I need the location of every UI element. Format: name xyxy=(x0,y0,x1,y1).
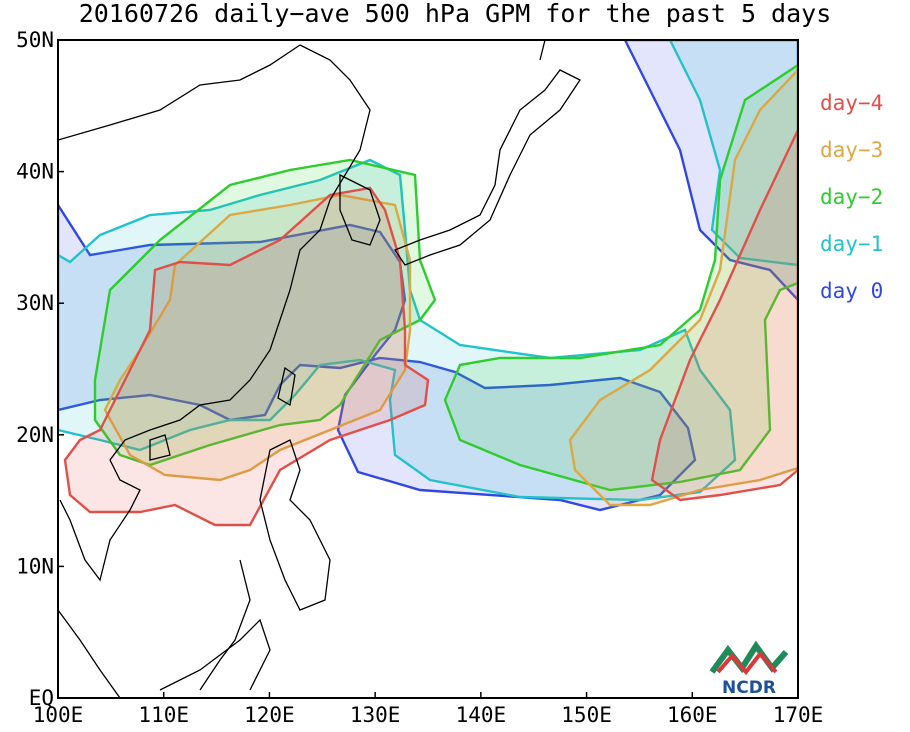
lat-label: 40N xyxy=(16,160,54,184)
lat-label: 30N xyxy=(16,291,54,315)
lon-label: 170E xyxy=(773,703,824,727)
lon-label: 120E xyxy=(244,703,295,727)
coastline xyxy=(58,609,271,698)
coastline xyxy=(58,44,371,582)
legend-entry: day−1 xyxy=(820,232,883,256)
lon-label: 160E xyxy=(667,703,718,727)
lon-label: 140E xyxy=(456,703,507,727)
map-area xyxy=(58,40,798,698)
title: 20160726 daily−ave 500 hPa GPM for the p… xyxy=(79,0,832,28)
contour xyxy=(93,63,798,492)
lat-label: 20N xyxy=(16,423,54,447)
coastline xyxy=(339,173,381,246)
contour xyxy=(63,129,798,527)
coastline xyxy=(394,40,581,266)
logo-text: NCDR xyxy=(722,678,776,698)
coastline xyxy=(149,366,296,461)
lat-label: EQ xyxy=(29,686,54,710)
lat-label: 50N xyxy=(16,28,54,52)
lon-label: 130E xyxy=(350,703,401,727)
lon-label: 150E xyxy=(561,703,612,727)
logo: NCDR xyxy=(709,640,789,698)
legend-entry: day−4 xyxy=(820,91,883,115)
lon-label: 100E xyxy=(33,703,84,727)
legend-entry: day−2 xyxy=(820,185,883,209)
lon-label: 110E xyxy=(138,703,189,727)
legend-entry: day−3 xyxy=(820,138,883,162)
lat-label: 10N xyxy=(16,554,54,578)
coastline xyxy=(199,439,331,691)
legend-entry: day 0 xyxy=(820,279,883,303)
contour xyxy=(58,40,798,502)
logo-mark xyxy=(716,650,778,676)
map-frame xyxy=(57,39,799,699)
logo-mark xyxy=(709,640,789,674)
